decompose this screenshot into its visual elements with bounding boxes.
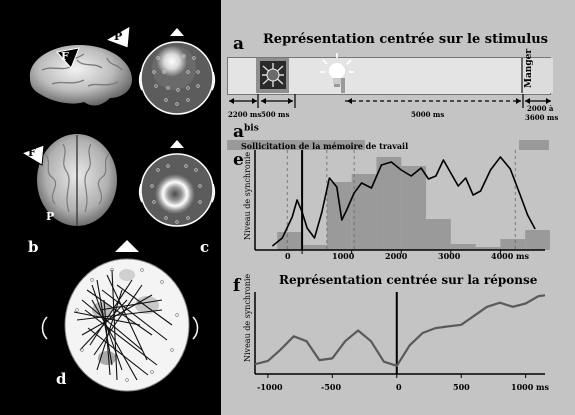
panel-abis-letter: a bbox=[233, 122, 245, 142]
lightbulb-icon bbox=[320, 53, 354, 87]
wm-band-right bbox=[519, 140, 549, 150]
scramble-stimulus-icon bbox=[260, 61, 286, 89]
panel-a-title: Représentation centrée sur le stimulus bbox=[263, 32, 548, 47]
right-figure-area: a Représentation centrée sur le stimulus… bbox=[221, 0, 575, 415]
panel-f-label: f bbox=[233, 276, 241, 296]
e-tick-0: 0 bbox=[285, 251, 291, 261]
duration-2000-a: 2000 à bbox=[527, 104, 554, 113]
f-tick-500: 500 bbox=[453, 382, 470, 392]
e-bar-1 bbox=[302, 245, 327, 250]
chart-f bbox=[254, 292, 546, 378]
letter-p-side: P bbox=[114, 30, 123, 43]
f-tick-m1000: -1000 bbox=[257, 382, 283, 392]
e-bar-2 bbox=[326, 182, 352, 250]
e-tick-4000: 4000 ms bbox=[491, 251, 530, 261]
e-synchrony-curve bbox=[271, 156, 536, 247]
eeg-map-bottom bbox=[138, 140, 216, 227]
marker-f-side bbox=[56, 47, 80, 69]
brain-side-image bbox=[29, 44, 133, 106]
duration-3600: 3600 ms bbox=[525, 113, 559, 122]
e-bar-9 bbox=[500, 239, 526, 250]
wm-label: Sollicitation de la mémoire de travail bbox=[241, 141, 409, 151]
f-tick-m500: -500 bbox=[321, 382, 342, 392]
panel-c-label: c bbox=[200, 238, 210, 256]
e-tick-1000: 1000 bbox=[332, 251, 355, 261]
cue-block bbox=[341, 78, 345, 93]
panel-e-ylabel: Niveau de synchronie bbox=[243, 151, 252, 240]
e-bar-8 bbox=[475, 247, 501, 250]
letter-f-side: F bbox=[61, 50, 69, 63]
f-synchrony-curve bbox=[254, 294, 546, 367]
manger-label: Manger bbox=[524, 48, 534, 88]
e-bar-5 bbox=[401, 166, 427, 250]
panel-abis-label: abis bbox=[233, 122, 259, 142]
panel-f-title: Représentation centrée sur la réponse bbox=[279, 273, 538, 287]
e-bar-0 bbox=[277, 232, 303, 250]
panel-f-ylabel: Niveau de synchronie bbox=[243, 273, 252, 362]
e-bar-7 bbox=[450, 244, 476, 250]
panel-b-label: b bbox=[28, 238, 39, 256]
e-tick-3000: 3000 bbox=[438, 251, 461, 261]
e-bar-4 bbox=[376, 157, 402, 250]
left-figure-area: F P F P bbox=[0, 0, 221, 415]
duration-arrows bbox=[229, 94, 551, 108]
f-tick-0: 0 bbox=[396, 382, 402, 392]
chart-e bbox=[254, 150, 550, 254]
wm-band-left bbox=[227, 140, 365, 150]
e-bar-6 bbox=[426, 219, 451, 250]
manger-block bbox=[521, 58, 553, 93]
panel-e-label: e bbox=[233, 150, 244, 170]
connectivity-head-map bbox=[64, 240, 190, 392]
e-tick-2000: 2000 bbox=[385, 251, 408, 261]
panel-a-label: a bbox=[233, 34, 245, 54]
panel-abis-sup: bis bbox=[244, 123, 259, 134]
f-tick-1000: 1000 ms bbox=[511, 382, 550, 392]
duration-5000: 5000 ms bbox=[411, 110, 445, 119]
head-ear-right bbox=[192, 316, 199, 340]
duration-2200: 2200 ms bbox=[228, 110, 262, 119]
head-ear-left bbox=[41, 316, 48, 340]
marker-p-side bbox=[104, 25, 131, 49]
e-bar-10 bbox=[525, 230, 550, 250]
panel-d-label: d bbox=[56, 370, 67, 388]
eeg-map-top bbox=[138, 28, 216, 115]
letter-p-top: P bbox=[46, 210, 55, 223]
letter-f-top: F bbox=[28, 146, 36, 159]
duration-500: 500 ms bbox=[261, 110, 290, 119]
marker-f-top bbox=[20, 144, 45, 166]
brain-top-image bbox=[37, 134, 117, 226]
